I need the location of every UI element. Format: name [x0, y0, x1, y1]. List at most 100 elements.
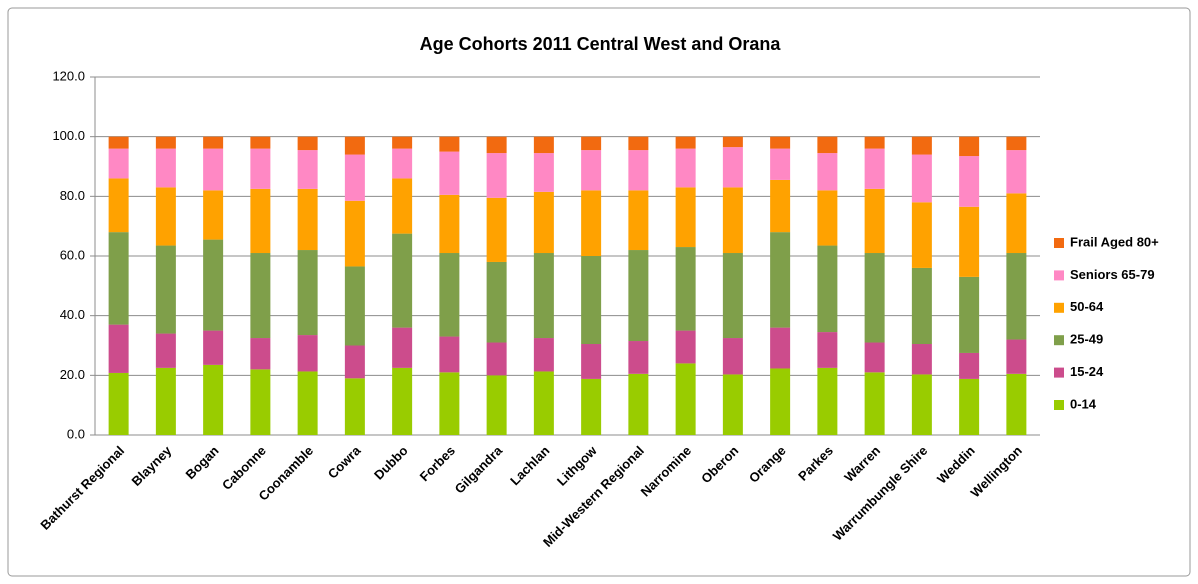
bar-segment — [297, 150, 318, 189]
bar-segment — [203, 364, 224, 435]
bar-segment — [392, 367, 413, 435]
bar-segment — [581, 256, 602, 345]
bar-segment — [486, 342, 507, 376]
bar-segment — [581, 344, 602, 379]
bar-segment — [439, 336, 460, 373]
bar-segment — [911, 374, 932, 435]
bar-segment — [581, 136, 602, 151]
bar-segment — [959, 378, 980, 435]
y-tick-label: 20.0 — [60, 367, 85, 382]
bar-segment — [817, 190, 838, 246]
bar-segment — [486, 136, 507, 154]
bar-segment — [392, 233, 413, 328]
bar-segment — [108, 232, 129, 325]
bar-segment — [864, 253, 885, 343]
bar-segment — [581, 378, 602, 435]
bar-segment — [203, 330, 224, 365]
bar-segment — [155, 136, 176, 149]
legend-label: Seniors 65-79 — [1070, 267, 1155, 282]
bar-segment — [770, 136, 791, 149]
bar-segment — [108, 148, 129, 179]
bar-segment — [817, 136, 838, 154]
bar-segment — [628, 373, 649, 435]
bar-segment — [486, 197, 507, 262]
chart-title: Age Cohorts 2011 Central West and Orana — [420, 34, 782, 54]
bar-segment — [203, 136, 224, 149]
y-tick-label: 120.0 — [52, 68, 85, 83]
bar-segment — [533, 191, 554, 254]
bar-segment — [675, 148, 696, 188]
bar-segment — [155, 245, 176, 334]
bar-segment — [250, 338, 271, 370]
bar-segment — [1006, 193, 1027, 254]
bar-segment — [533, 253, 554, 339]
bar-segment — [155, 367, 176, 435]
bar-segment — [439, 136, 460, 152]
bar-segment — [486, 375, 507, 435]
bar-segment — [770, 179, 791, 233]
bar-segment — [722, 253, 743, 339]
bar-segment — [817, 332, 838, 368]
bar-segment — [108, 178, 129, 233]
bar-segment — [203, 190, 224, 240]
bar-segment — [628, 190, 649, 251]
bar-segment — [344, 154, 365, 201]
y-tick-label: 100.0 — [52, 128, 85, 143]
y-tick-label: 60.0 — [60, 247, 85, 262]
bar-segment — [344, 345, 365, 379]
bar-segment — [1006, 136, 1027, 151]
bar-segment — [297, 250, 318, 336]
bar-segment — [959, 156, 980, 207]
bar-segment — [1006, 150, 1027, 194]
bar-segment — [959, 276, 980, 353]
bar-segment — [533, 153, 554, 192]
bar-segment — [911, 344, 932, 375]
bar-segment — [864, 372, 885, 435]
bar-segment — [344, 378, 365, 435]
bar-segment — [959, 136, 980, 157]
legend-swatch — [1054, 367, 1064, 378]
bar-segment — [250, 188, 271, 254]
bar-segment — [250, 148, 271, 189]
bar-segment — [864, 188, 885, 254]
bar-segment — [959, 206, 980, 277]
bar-segment — [203, 239, 224, 331]
bar-segment — [911, 202, 932, 268]
bar-segment — [1006, 373, 1027, 435]
bar-segment — [628, 150, 649, 191]
bar-segment — [628, 250, 649, 342]
bar-segment — [722, 338, 743, 375]
bar-segment — [108, 324, 129, 373]
bar-segment — [344, 200, 365, 267]
legend-swatch — [1054, 400, 1064, 410]
bar-segment — [439, 151, 460, 195]
bar-segment — [108, 136, 129, 149]
y-tick-label: 80.0 — [60, 188, 85, 203]
bar-segment — [770, 327, 791, 369]
bar-segment — [297, 188, 318, 251]
legend-swatch — [1054, 238, 1064, 248]
bar-segment — [1006, 339, 1027, 374]
legend-swatch — [1054, 335, 1064, 346]
bar-segment — [392, 148, 413, 179]
bar-segment — [250, 369, 271, 435]
bar-segment — [250, 136, 271, 149]
bar-segment — [722, 136, 743, 148]
bar-segment — [297, 136, 318, 151]
bar-segment — [486, 261, 507, 343]
bar-segment — [392, 327, 413, 368]
legend-label: Frail Aged 80+ — [1070, 234, 1159, 249]
bar-segment — [675, 247, 696, 331]
bar-segment — [628, 341, 649, 374]
bar-segment — [108, 372, 129, 435]
bar-segment — [533, 338, 554, 372]
y-tick-label: 0.0 — [67, 426, 85, 441]
bar-segment — [533, 371, 554, 435]
bar-segment — [911, 267, 932, 345]
bar-segment — [1006, 253, 1027, 340]
bar-segment — [392, 178, 413, 234]
legend-label: 15-24 — [1070, 364, 1104, 379]
bar-segment — [581, 190, 602, 256]
bar-segment — [392, 136, 413, 149]
bar-segment — [675, 187, 696, 248]
